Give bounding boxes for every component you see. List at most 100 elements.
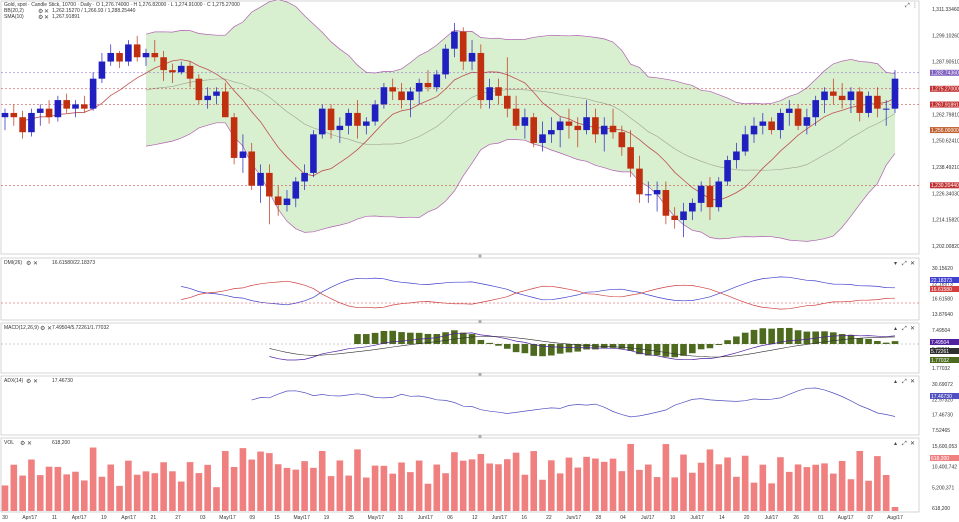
date-tick-label: May/17	[368, 515, 385, 521]
menu-icon[interactable]: ⋮	[912, 2, 918, 9]
vol-label: VOL	[4, 440, 14, 446]
price-tick-label: 1,226.34030	[932, 191, 959, 197]
candle-body	[283, 198, 291, 206]
sma-line	[22, 59, 896, 201]
close-pane-icon[interactable]: ✕	[910, 440, 915, 447]
volume-bar	[662, 444, 670, 511]
settings-icon[interactable]: ⚙	[38, 8, 43, 15]
candle-body	[618, 132, 626, 148]
macd-histogram-bar	[583, 344, 590, 350]
sma-label: SMA(10)	[4, 14, 24, 20]
volume-bar	[72, 471, 79, 511]
close-icon[interactable]: ✕	[33, 260, 38, 267]
close-pane-icon[interactable]: ✕	[910, 325, 915, 332]
candle-body	[530, 117, 538, 143]
volume-bar	[36, 475, 44, 511]
candle-body	[697, 185, 705, 203]
candle-body	[169, 70, 176, 73]
close-icon[interactable]: ✕	[33, 378, 38, 385]
macd-histogram-bar	[653, 344, 661, 356]
candle-body	[512, 108, 520, 126]
candle-body	[424, 82, 432, 88]
candle-body	[230, 117, 238, 158]
candle-body	[133, 44, 141, 58]
candle-body	[671, 215, 679, 221]
close-pane-icon[interactable]: ✕	[910, 260, 915, 267]
macd-histogram-bar	[433, 334, 441, 344]
vol-plot	[1, 443, 899, 511]
volume-bar	[636, 469, 643, 511]
macd-histogram-bar	[415, 332, 423, 344]
close-icon[interactable]: ✕	[47, 325, 52, 332]
pane-splitter[interactable]	[478, 254, 482, 258]
macd-histogram-bar	[785, 327, 793, 344]
date-tick-label: 16	[521, 515, 527, 521]
move-up-icon[interactable]: ▴	[894, 325, 897, 332]
move-down-icon[interactable]: ▾	[894, 260, 897, 267]
move-up-icon[interactable]: ▴	[894, 378, 897, 385]
dmi-minus-line	[181, 280, 896, 310]
expand-icon[interactable]: ⤢	[902, 440, 907, 447]
volume-bar	[689, 472, 696, 511]
vol-tick-label: 10,400,742	[932, 465, 957, 471]
date-tick-label: Apr/17	[121, 515, 136, 521]
date-tick-label: 19	[101, 515, 107, 521]
pane-splitter[interactable]	[478, 434, 482, 439]
date-tick-label: 14	[719, 515, 725, 521]
expand-icon[interactable]: ⤢	[902, 378, 907, 385]
macd-histogram-bar	[733, 336, 740, 344]
volume-bar	[125, 460, 132, 511]
price-tick-label: 1,262.79810	[932, 112, 959, 118]
volume-bar	[310, 467, 317, 511]
volume-bar	[856, 450, 864, 511]
candle-body	[539, 134, 546, 143]
pane-splitter[interactable]	[478, 319, 482, 324]
bollinger-middle-line	[145, 78, 896, 171]
close-icon[interactable]: ✕	[44, 8, 49, 15]
candle-body	[644, 194, 652, 196]
settings-icon[interactable]: ⚙	[20, 440, 25, 447]
volume-bar	[239, 448, 247, 511]
volume-bar	[133, 474, 141, 511]
candle-body	[574, 125, 582, 131]
vol-pane-controls: ⚙ ✕ ▴ ⤢ ✕	[20, 440, 915, 447]
volume-bar	[565, 457, 573, 511]
adx-line	[251, 387, 896, 418]
volume-bar	[521, 474, 529, 511]
volume-bar	[371, 465, 379, 511]
macd-histogram-bar	[565, 344, 573, 353]
candle-body	[600, 125, 608, 135]
settings-icon[interactable]: ⚙	[26, 260, 31, 267]
settings-icon[interactable]: ⚙	[40, 325, 45, 332]
close-pane-icon[interactable]: ✕	[910, 378, 915, 385]
candle-body	[812, 100, 819, 118]
candle-body	[565, 121, 573, 126]
expand-icon[interactable]: ⤢	[902, 260, 907, 267]
expand-icon[interactable]: ⤢	[905, 2, 910, 9]
vol-tick-label: 5,200,371	[932, 485, 954, 491]
macd-histogram-bar	[468, 334, 476, 344]
macd-histogram-bar	[459, 332, 467, 344]
volume-bar	[407, 472, 414, 511]
move-up-icon[interactable]: ▴	[894, 440, 897, 447]
settings-icon[interactable]: ⚙	[38, 14, 43, 21]
volume-bar	[838, 460, 846, 511]
macd-histogram-bar	[830, 332, 837, 344]
volume-bar	[451, 452, 458, 511]
axes: 1,311.33460 1,299.10260 1,287.90510 1,275.2…	[2, 7, 959, 521]
volume-bar	[548, 460, 555, 511]
volume-bar	[301, 461, 308, 511]
pane-splitter[interactable]	[478, 372, 482, 377]
close-icon[interactable]: ✕	[44, 14, 49, 21]
settings-icon[interactable]: ⚙	[26, 378, 31, 385]
close-icon[interactable]: ✕	[27, 440, 32, 447]
adx-badge	[930, 393, 959, 399]
dmi-pane[interactable]	[0, 257, 920, 321]
candle-body	[63, 100, 70, 109]
adx-pane[interactable]	[0, 375, 920, 436]
candle-body	[310, 134, 317, 173]
volume-bar	[495, 464, 502, 511]
candle-body	[680, 211, 687, 221]
volume-bar	[865, 480, 872, 511]
expand-icon[interactable]: ⤢	[902, 325, 907, 332]
